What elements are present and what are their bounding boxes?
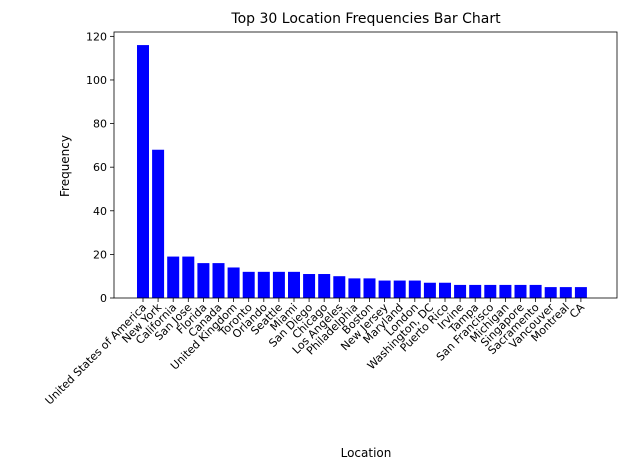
bar xyxy=(529,284,542,298)
x-tick-label: United States of America xyxy=(43,301,149,407)
bar xyxy=(348,278,361,298)
bar xyxy=(167,256,180,298)
bar xyxy=(499,284,512,298)
bar xyxy=(137,45,149,298)
bar xyxy=(152,149,165,298)
bar xyxy=(363,278,376,298)
bar xyxy=(454,284,467,298)
chart-title: Top 30 Location Frequencies Bar Chart xyxy=(230,11,501,27)
bar xyxy=(514,284,527,298)
bar xyxy=(288,271,300,298)
bar xyxy=(318,274,331,298)
bar xyxy=(439,282,451,298)
bar xyxy=(378,280,391,298)
bar xyxy=(484,284,497,298)
y-axis-ticks: 0 20 40 60 80 100 120 xyxy=(86,30,114,305)
y-tick-label: 60 xyxy=(93,161,107,174)
plot-frame xyxy=(113,31,618,299)
bar xyxy=(227,267,240,298)
bar xyxy=(333,276,346,298)
x-tick-label: CA xyxy=(567,301,587,321)
bar xyxy=(212,263,225,298)
bar xyxy=(423,282,436,298)
bar xyxy=(408,280,421,298)
y-tick-label: 120 xyxy=(86,30,107,43)
bar xyxy=(257,271,270,298)
bars-group xyxy=(137,45,587,298)
y-tick-label: 40 xyxy=(93,205,107,218)
bar xyxy=(559,287,572,298)
bar xyxy=(197,263,210,298)
bar xyxy=(574,287,587,298)
bar xyxy=(272,271,285,298)
bar xyxy=(242,271,255,298)
y-axis-label: Frequency xyxy=(58,135,72,197)
bar xyxy=(393,280,406,298)
y-tick-label: 20 xyxy=(93,248,107,261)
bar xyxy=(469,284,482,298)
x-axis-label: Location xyxy=(341,446,392,460)
y-tick-label: 100 xyxy=(86,74,107,87)
y-tick-label: 0 xyxy=(100,292,107,305)
bar xyxy=(303,274,316,298)
y-tick-label: 80 xyxy=(93,118,107,131)
bar xyxy=(544,287,557,298)
bar xyxy=(182,256,195,298)
